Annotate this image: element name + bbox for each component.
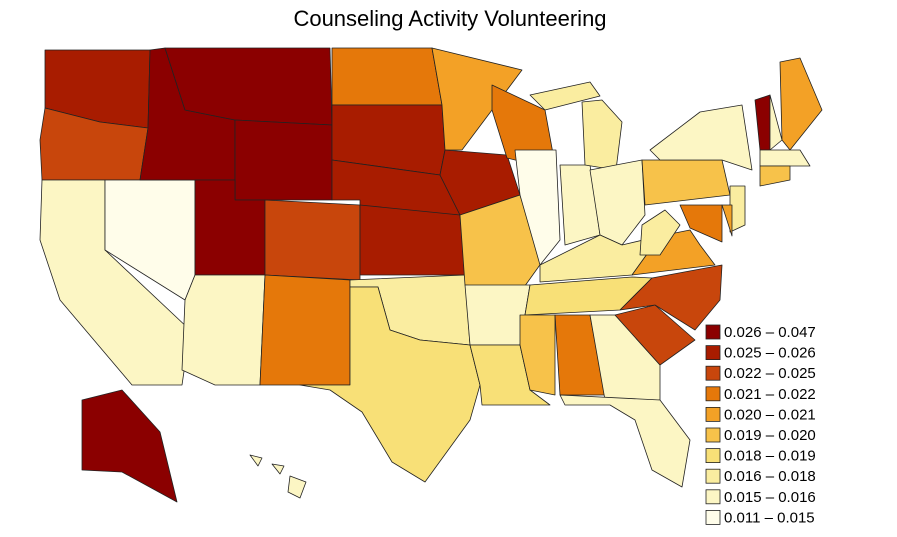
state	[234, 119, 333, 201]
state	[331, 47, 443, 106]
legend-swatch	[705, 365, 721, 381]
state	[581, 99, 623, 171]
legend-label: 0.025 – 0.026	[724, 345, 816, 362]
state	[619, 264, 723, 331]
state	[81, 389, 178, 503]
legend-label: 0.015 – 0.016	[724, 489, 816, 506]
legend-swatch	[705, 427, 721, 443]
state	[639, 209, 681, 256]
legend-swatch	[705, 489, 721, 505]
state	[559, 394, 691, 488]
state	[679, 204, 723, 243]
legend-label: 0.011 – 0.015	[724, 509, 815, 526]
state	[459, 194, 543, 291]
state	[259, 274, 351, 386]
legend-label: 0.020 – 0.021	[724, 406, 816, 423]
state	[589, 159, 646, 246]
state	[287, 475, 307, 499]
legend-label: 0.026 – 0.047	[724, 324, 816, 341]
state	[589, 314, 661, 401]
state	[614, 304, 696, 366]
state	[721, 204, 733, 237]
state	[649, 104, 753, 171]
legend-label: 0.016 – 0.018	[724, 468, 816, 485]
legend-label: 0.019 – 0.020	[724, 427, 816, 444]
legend-label: 0.018 – 0.019	[724, 448, 816, 465]
legend-swatch	[705, 509, 721, 525]
state	[769, 94, 783, 151]
state	[271, 463, 285, 475]
state	[181, 274, 266, 386]
legend-label: 0.021 – 0.022	[724, 386, 816, 403]
legend-label: 0.022 – 0.025	[724, 365, 816, 382]
states	[39, 47, 823, 503]
state	[514, 149, 561, 266]
state	[759, 165, 791, 187]
state	[524, 276, 653, 316]
chart-title: Counseling Activity Volunteering	[293, 6, 606, 31]
legend-swatch	[705, 468, 721, 484]
state	[641, 159, 731, 206]
legend: 0.026 – 0.047 0.025 – 0.026 0.022 – 0.025 0…	[705, 324, 816, 526]
legend-swatch	[705, 448, 721, 464]
state	[529, 81, 601, 111]
state	[519, 314, 556, 396]
state	[431, 47, 523, 151]
state	[299, 286, 481, 483]
legend-swatch	[705, 386, 721, 402]
legend-swatch	[705, 345, 721, 361]
legend-swatch	[705, 324, 721, 340]
state	[759, 149, 811, 167]
state	[264, 199, 361, 281]
state	[754, 94, 771, 151]
legend-swatch	[705, 406, 721, 422]
state	[779, 57, 823, 151]
state	[359, 204, 466, 276]
state	[249, 454, 263, 467]
